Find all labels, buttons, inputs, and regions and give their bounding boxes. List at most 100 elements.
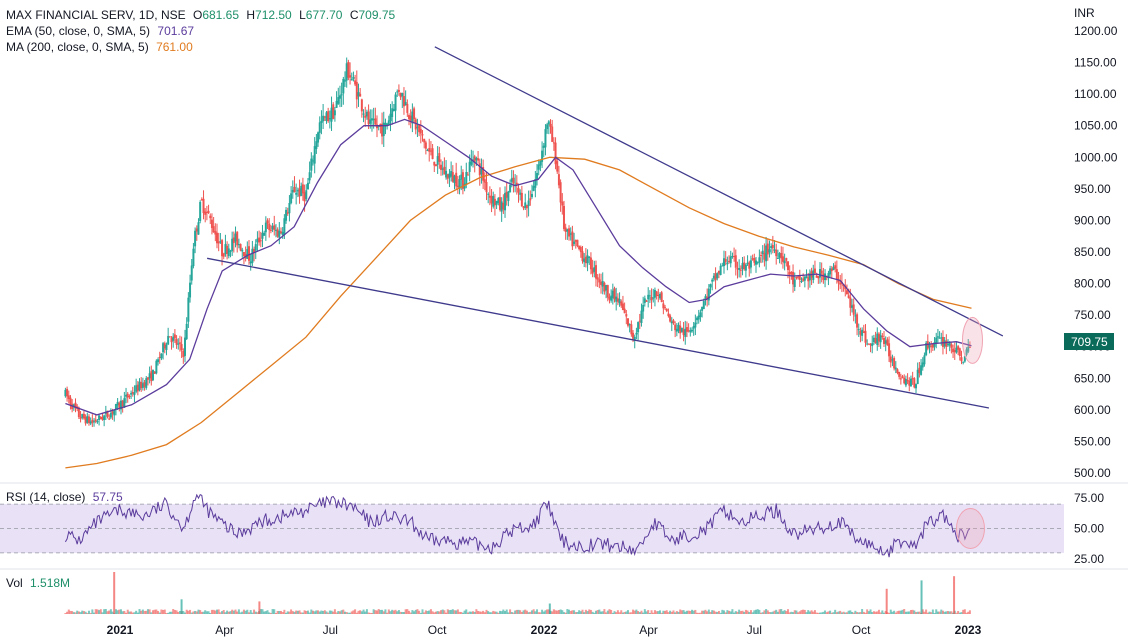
volume-bar (157, 610, 160, 614)
low-value: 677.70 (306, 8, 343, 22)
volume-bar (295, 610, 298, 614)
volume-bar (763, 610, 766, 614)
volume-bar (820, 612, 823, 614)
volume-bar (318, 611, 321, 614)
candle-body (429, 150, 432, 152)
volume-bar (684, 611, 687, 614)
candle-body (638, 320, 641, 322)
volume-bar (685, 610, 688, 614)
volume-bar (162, 609, 165, 614)
candle-body (940, 337, 943, 339)
volume-legend[interactable]: Vol 1.518M (6, 576, 70, 590)
volume-bar (301, 612, 304, 614)
volume-bar (625, 611, 628, 614)
candle-body (866, 343, 869, 345)
candle-body (748, 262, 751, 269)
volume-bar (354, 609, 357, 614)
candle-body (298, 188, 301, 197)
candle-body (340, 94, 343, 96)
candle-body (584, 256, 587, 264)
volume-bar (947, 611, 950, 614)
candle-body (817, 275, 820, 279)
time-tick-label: 2021 (107, 623, 134, 637)
candle-body (182, 351, 185, 357)
volume-bar (792, 612, 795, 614)
candle-body (792, 271, 795, 285)
candle-body (106, 410, 109, 417)
candle-body (495, 201, 498, 205)
candle-body (672, 320, 675, 324)
volume-bar (288, 611, 291, 614)
volume-bar (879, 612, 882, 614)
volume-bar (138, 609, 141, 614)
candle-body (128, 395, 131, 397)
candle-body (675, 328, 678, 332)
volume-bar (608, 609, 611, 614)
candle-body (739, 269, 742, 271)
rsi-pane[interactable] (0, 493, 1064, 558)
candle-body (593, 267, 596, 272)
volume-bar (539, 612, 542, 614)
candle-body (372, 118, 375, 121)
candle-body (113, 409, 116, 416)
candle-body (197, 222, 200, 235)
volume-bar (344, 611, 347, 614)
candle-body (520, 192, 523, 207)
candle-body (246, 249, 249, 259)
candle-body (345, 63, 348, 81)
volume-bar (945, 611, 948, 614)
volume-bar (896, 611, 899, 614)
candle-body (790, 272, 793, 274)
candle-body (576, 239, 579, 247)
candle-body (69, 397, 72, 405)
candle-body (219, 241, 222, 243)
price-tick-label: 600.00 (1074, 403, 1111, 417)
volume-bar (768, 612, 771, 614)
volume-pane[interactable] (64, 572, 971, 614)
candle-body (357, 92, 360, 97)
candle-body (485, 181, 488, 193)
volume-bar (413, 611, 416, 614)
candle-body (611, 290, 614, 299)
ma-legend[interactable]: MA (200, close, 0, SMA, 5) 761.00 (6, 40, 193, 54)
ema-legend[interactable]: EMA (50, close, 0, SMA, 5) 701.67 (6, 24, 194, 38)
candle-body (423, 138, 426, 143)
candle-body (879, 335, 882, 343)
rsi-legend-value: 57.75 (93, 490, 123, 504)
candle-body (744, 264, 747, 271)
candle-body (704, 296, 707, 300)
volume-bar (593, 612, 596, 614)
volume-bar (192, 611, 195, 614)
volume-bar (621, 612, 624, 614)
candle-body (903, 377, 906, 384)
volume-bar (680, 610, 683, 614)
candle-body (500, 201, 503, 212)
volume-bar (574, 612, 577, 614)
volume-bar (967, 611, 970, 614)
volume-bar (500, 611, 503, 614)
volume-bar (760, 612, 763, 614)
candle-body (830, 268, 833, 272)
volume-bar (492, 610, 495, 614)
volume-bar (640, 610, 643, 614)
candle-body (780, 252, 783, 259)
candle-body (802, 278, 805, 281)
volume-bar (386, 612, 389, 614)
time-tick-label: 2022 (531, 623, 558, 637)
candle-body (909, 378, 912, 387)
rsi-legend[interactable]: RSI (14, close) 57.75 (6, 490, 123, 504)
volume-bar (372, 609, 375, 614)
candle-body (306, 182, 309, 190)
price-pane[interactable] (0, 46, 1128, 570)
candle-body (367, 111, 370, 125)
candle-body (697, 315, 700, 320)
volume-bar (135, 610, 138, 614)
volume-bar (158, 612, 161, 614)
time-axis[interactable]: 2021 Apr Jul Oct 2022 Apr Jul Oct 2023 (107, 623, 982, 637)
candle-body (195, 228, 198, 232)
candle-body (209, 215, 212, 219)
candle-body (394, 94, 397, 111)
candle-body (787, 261, 790, 270)
volume-bar (419, 612, 422, 614)
